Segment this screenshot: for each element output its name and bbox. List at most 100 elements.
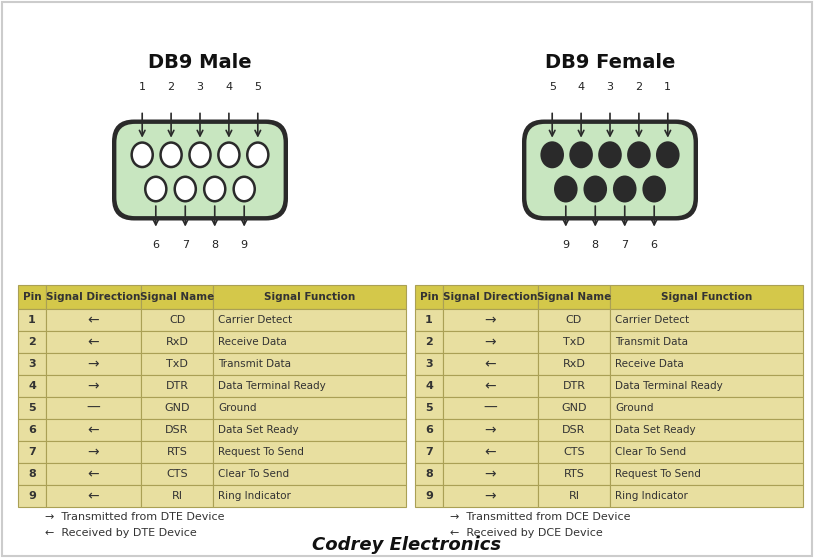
Text: TxD: TxD — [166, 359, 188, 369]
Text: RI: RI — [172, 491, 182, 501]
Text: Codrey Electronics: Codrey Electronics — [313, 536, 501, 554]
Bar — [443, 309, 538, 331]
Text: RxD: RxD — [562, 359, 585, 369]
Ellipse shape — [599, 142, 620, 167]
Text: —: — — [484, 401, 497, 415]
Bar — [443, 419, 538, 441]
Bar — [141, 309, 213, 331]
Bar — [538, 485, 610, 507]
Bar — [18, 485, 46, 507]
Ellipse shape — [541, 142, 562, 167]
Text: 9: 9 — [241, 240, 247, 251]
Text: 7: 7 — [28, 447, 36, 457]
Text: 6: 6 — [650, 240, 658, 251]
Text: Carrier Detect: Carrier Detect — [218, 315, 292, 325]
Bar — [415, 419, 443, 441]
Bar — [415, 331, 443, 353]
Text: Request To Send: Request To Send — [218, 447, 304, 457]
Text: Transmit Data: Transmit Data — [615, 337, 688, 347]
Bar — [213, 285, 406, 309]
Text: 1: 1 — [138, 83, 146, 93]
Text: →: → — [484, 335, 497, 349]
Text: 4: 4 — [425, 381, 433, 391]
Ellipse shape — [175, 177, 196, 201]
FancyBboxPatch shape — [112, 119, 288, 220]
Text: DB9 Male: DB9 Male — [148, 53, 252, 72]
Text: ←  Received by DCE Device: ← Received by DCE Device — [450, 528, 602, 538]
Ellipse shape — [628, 142, 650, 167]
Text: 3: 3 — [425, 359, 433, 369]
Ellipse shape — [160, 142, 182, 167]
Bar — [213, 309, 406, 331]
Bar — [141, 419, 213, 441]
Text: Carrier Detect: Carrier Detect — [615, 315, 689, 325]
Ellipse shape — [644, 177, 665, 201]
Text: 3: 3 — [196, 83, 204, 93]
Text: 5: 5 — [549, 83, 556, 93]
Text: Pin: Pin — [23, 292, 42, 302]
Bar — [141, 353, 213, 375]
Bar — [538, 397, 610, 419]
Text: →: → — [484, 489, 497, 503]
Bar — [538, 375, 610, 397]
Bar — [415, 397, 443, 419]
Bar — [610, 397, 803, 419]
Bar — [538, 331, 610, 353]
Ellipse shape — [218, 142, 239, 167]
Bar — [46, 463, 141, 485]
Text: 7: 7 — [621, 240, 628, 251]
Bar — [141, 331, 213, 353]
Text: Data Set Ready: Data Set Ready — [218, 425, 299, 435]
Text: 4: 4 — [578, 83, 584, 93]
Text: ←: ← — [88, 489, 99, 503]
Text: 6: 6 — [28, 425, 36, 435]
Text: ←: ← — [88, 313, 99, 327]
Bar — [18, 463, 46, 485]
Bar — [610, 485, 803, 507]
Bar — [213, 353, 406, 375]
Bar — [46, 285, 141, 309]
Bar — [141, 285, 213, 309]
Bar — [46, 441, 141, 463]
Bar — [18, 331, 46, 353]
Bar — [443, 285, 538, 309]
Bar — [443, 463, 538, 485]
Ellipse shape — [615, 177, 635, 201]
Text: →: → — [484, 313, 497, 327]
Text: 9: 9 — [425, 491, 433, 501]
Bar — [610, 285, 803, 309]
FancyBboxPatch shape — [115, 123, 285, 218]
Bar — [415, 285, 443, 309]
Text: ←  Received by DTE Device: ← Received by DTE Device — [45, 528, 197, 538]
Text: RTS: RTS — [563, 469, 584, 479]
Text: 2: 2 — [168, 83, 175, 93]
Text: 8: 8 — [592, 240, 599, 251]
Text: Pin: Pin — [420, 292, 438, 302]
Bar — [443, 331, 538, 353]
Text: Data Terminal Ready: Data Terminal Ready — [615, 381, 723, 391]
Text: →: → — [88, 357, 99, 371]
Text: DSR: DSR — [562, 425, 586, 435]
Text: 7: 7 — [425, 447, 433, 457]
Bar — [415, 375, 443, 397]
Text: 5: 5 — [28, 403, 36, 413]
Bar — [18, 375, 46, 397]
Text: Ground: Ground — [615, 403, 654, 413]
Text: Signal Function: Signal Function — [264, 292, 355, 302]
Text: 2: 2 — [636, 83, 642, 93]
Text: ←: ← — [88, 423, 99, 437]
Bar — [213, 331, 406, 353]
Bar — [538, 463, 610, 485]
Bar — [141, 463, 213, 485]
Text: Signal Direction: Signal Direction — [444, 292, 538, 302]
Bar — [18, 353, 46, 375]
Text: Request To Send: Request To Send — [615, 469, 701, 479]
Text: 6: 6 — [425, 425, 433, 435]
Text: →: → — [88, 445, 99, 459]
Bar — [213, 419, 406, 441]
Text: →: → — [484, 467, 497, 481]
Bar — [46, 331, 141, 353]
Text: GND: GND — [164, 403, 190, 413]
FancyBboxPatch shape — [522, 119, 698, 220]
Text: CTS: CTS — [166, 469, 188, 479]
